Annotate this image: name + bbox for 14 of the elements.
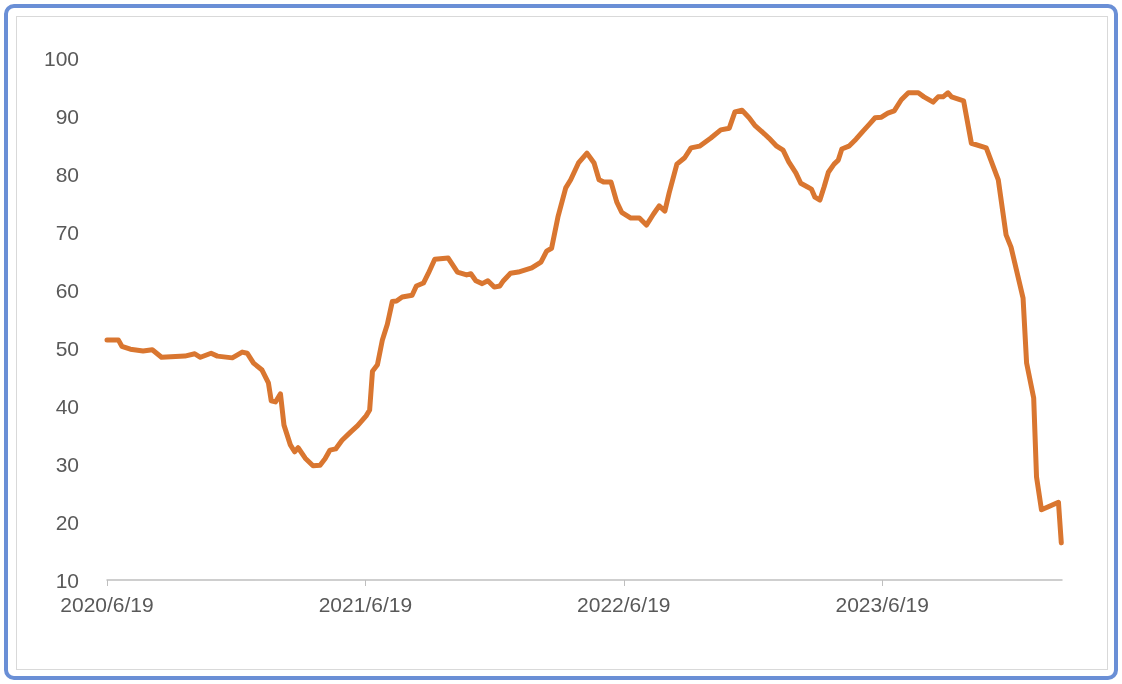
y-tick-label: 70	[55, 220, 79, 244]
y-tick-label: 50	[55, 336, 79, 360]
y-tick-label: 100	[43, 46, 79, 70]
y-tick-label: 60	[55, 278, 79, 302]
x-tick-label: 2020/6/19	[60, 593, 154, 616]
x-tick-label: 2021/6/19	[318, 593, 413, 616]
y-tick-label: 30	[55, 452, 79, 476]
y-tick-label: 80	[55, 162, 79, 186]
y-tick-label: 20	[55, 510, 79, 534]
y-tick-label: 90	[55, 104, 79, 128]
x-tick-label: 2023/6/19	[835, 593, 929, 616]
y-tick-label: 40	[55, 394, 79, 418]
y-tick-label: 10	[55, 568, 79, 592]
x-tick-label: 2022/6/19	[577, 593, 671, 616]
